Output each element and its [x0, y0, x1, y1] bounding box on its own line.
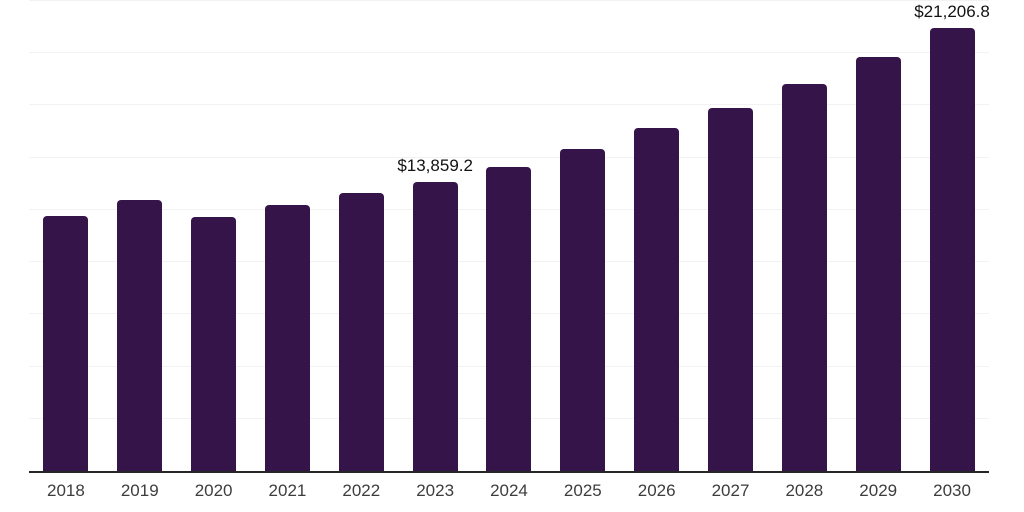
x-axis-label-2028: 2028 [785, 481, 824, 500]
bar-slot [841, 1, 915, 471]
bar-slot [472, 1, 546, 471]
bar-2020 [191, 216, 237, 471]
data-label-2030: $21,206.8 [914, 2, 990, 22]
bar-2018 [43, 215, 89, 471]
bar-2022 [338, 192, 384, 471]
bar-slot [103, 1, 177, 471]
bar-chart-plot-area: $13,859.2 $21,206.8 [29, 0, 990, 473]
x-axis-label-2021: 2021 [268, 481, 307, 500]
bar-slot [29, 1, 103, 471]
bar-slot: $21,206.8 [914, 1, 990, 471]
gridline [29, 104, 989, 106]
x-axis-label-2022: 2022 [342, 481, 381, 500]
bar-2023 [412, 181, 458, 471]
x-axis-label-2025: 2025 [563, 481, 602, 500]
x-axis-label-2020: 2020 [194, 481, 233, 500]
bar-slot [324, 1, 398, 471]
x-axis-tick-labels: 2018 2019 2020 2021 2022 2023 2024 2025 2026 2027… [29, 481, 989, 501]
bar-slot [694, 1, 768, 471]
bar-slot [767, 1, 841, 471]
bar-2029 [855, 57, 901, 471]
bar-slot [546, 1, 620, 471]
bar-series: $13,859.2 $21,206.8 [29, 1, 990, 471]
bar-2026 [634, 128, 680, 471]
x-axis-label-2027: 2027 [711, 481, 750, 500]
x-axis-label-2018: 2018 [47, 481, 85, 500]
x-axis-label-2023: 2023 [416, 481, 455, 500]
bar-2027 [708, 108, 754, 471]
x-axis-label-2029: 2029 [859, 481, 898, 500]
data-label-2023: $13,859.2 [397, 155, 473, 175]
bar-2019 [117, 200, 163, 471]
bar-2021 [264, 204, 310, 471]
x-axis-label-2019: 2019 [120, 481, 159, 500]
bar-2025 [560, 149, 606, 471]
gridline [29, 156, 989, 158]
bar-2028 [781, 84, 827, 471]
bar-slot [177, 1, 251, 471]
bar-slot [251, 1, 325, 471]
gridline [29, 0, 989, 1]
gridline [29, 52, 989, 54]
x-axis-label-2030: 2030 [933, 481, 971, 500]
bar-slot [620, 1, 694, 471]
bar-slot: $13,859.2 [397, 1, 473, 471]
bar-2030 [929, 28, 975, 471]
bar-2024 [486, 166, 532, 471]
x-axis-label-2026: 2026 [637, 481, 676, 500]
x-axis-label-2024: 2024 [490, 481, 528, 500]
